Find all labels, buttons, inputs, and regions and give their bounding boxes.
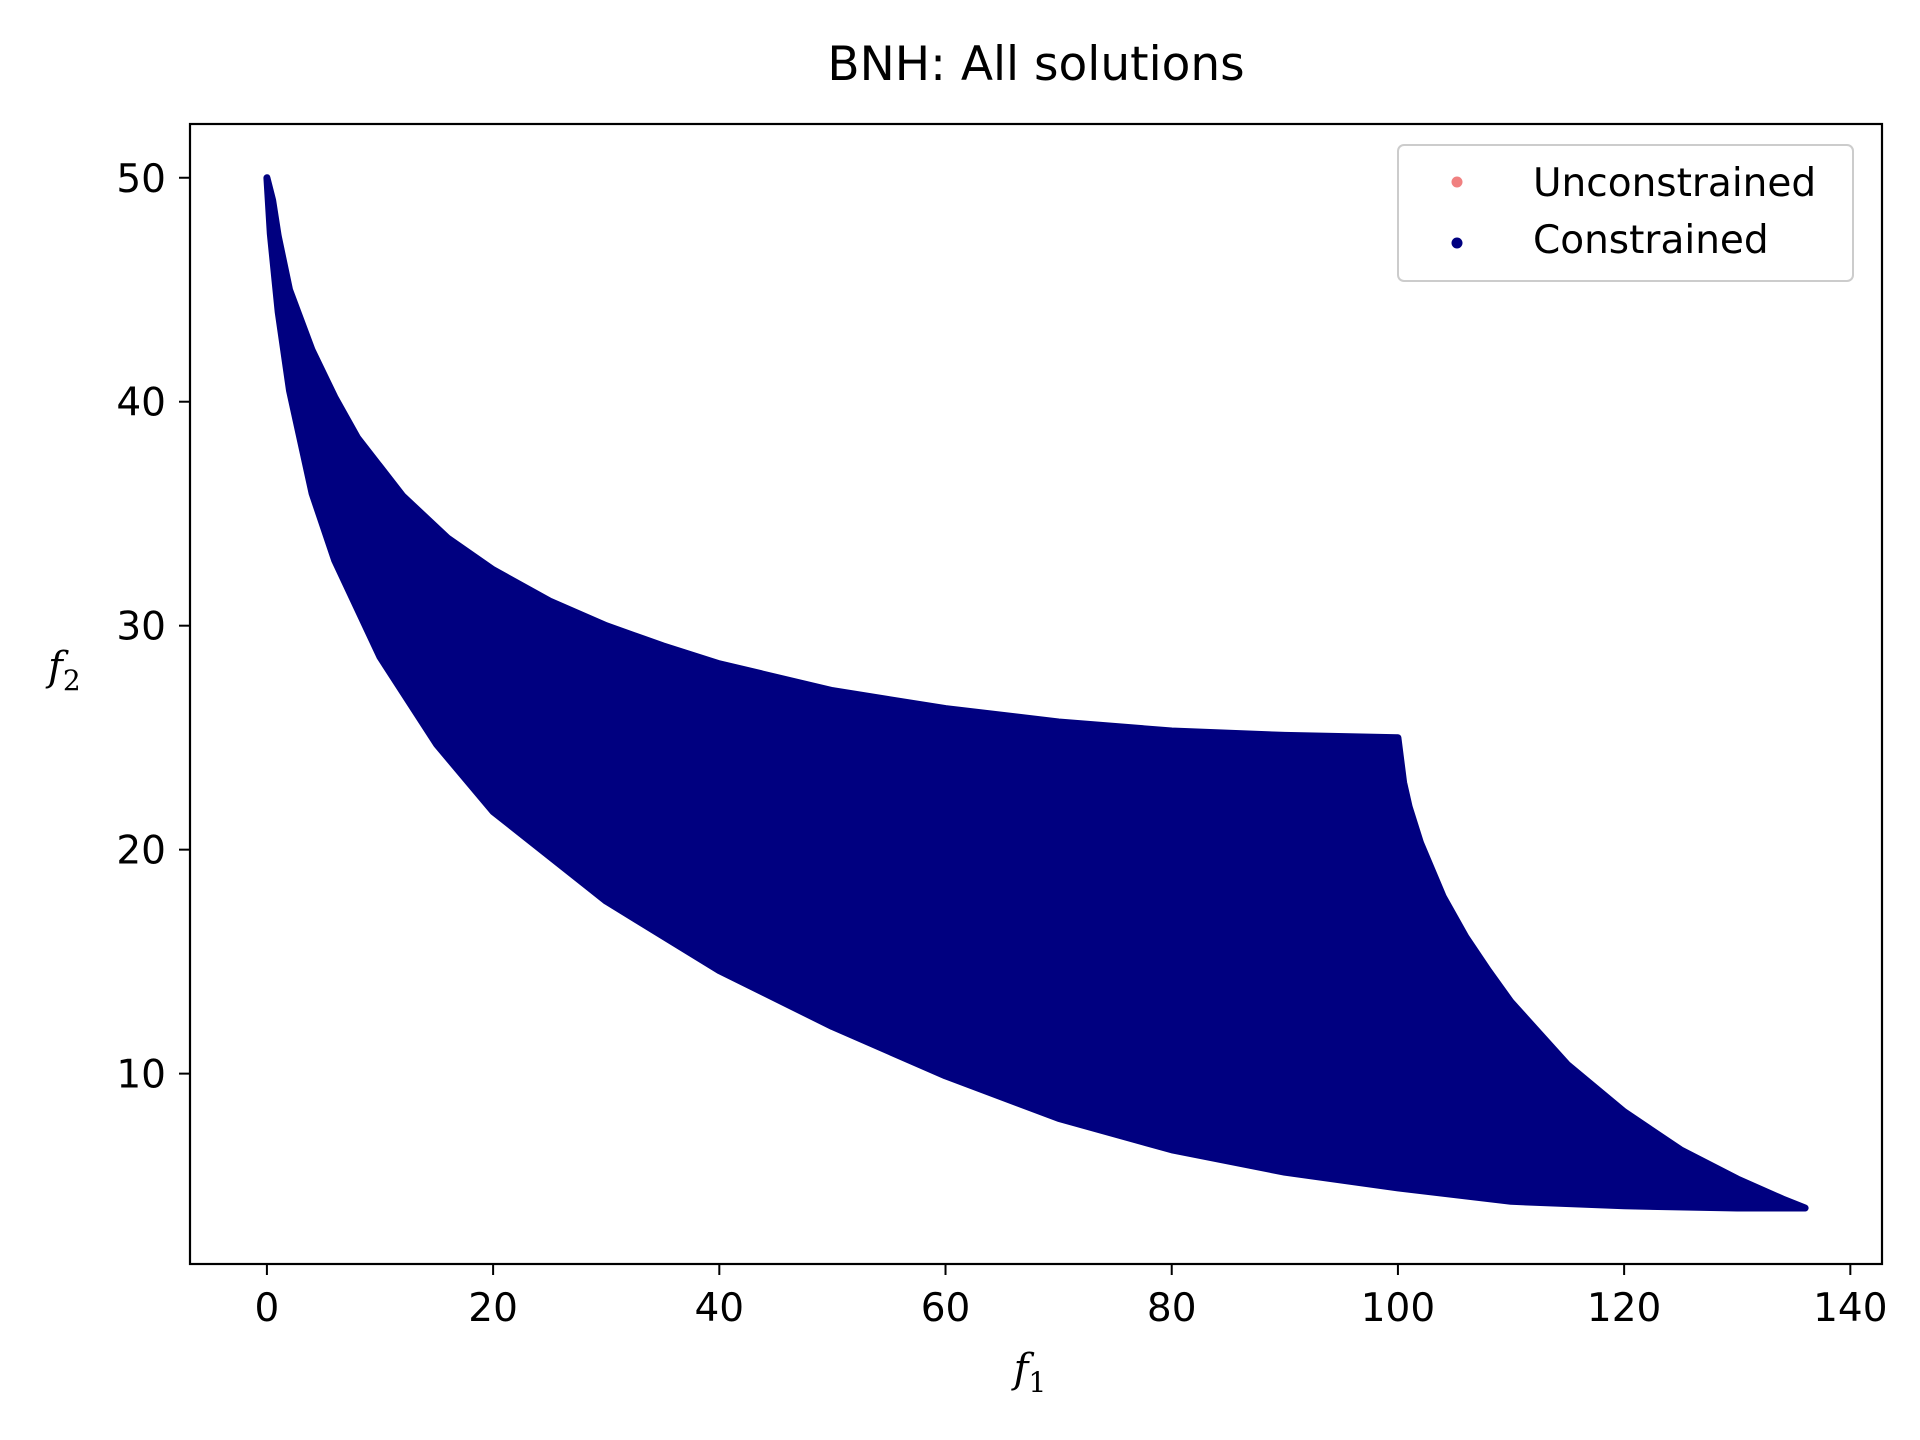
legend-marker-constrained xyxy=(1451,237,1463,249)
y-axis-label-subscript: 2 xyxy=(63,664,81,697)
legend-box xyxy=(1397,144,1854,282)
x-axis: 0 20 40 60 80 100 120 140 xyxy=(254,1264,1888,1331)
y-tick-label: 10 xyxy=(116,1053,166,1098)
legend-label-unconstrained: Unconstrained xyxy=(1533,161,1816,206)
legend: Unconstrained Constrained xyxy=(1397,144,1854,282)
x-tick-label: 120 xyxy=(1587,1286,1661,1331)
y-axis-label: f2 xyxy=(45,644,81,697)
x-tick-label: 40 xyxy=(694,1286,744,1331)
x-axis-label-subscript: 1 xyxy=(1028,1366,1046,1399)
plot-frame xyxy=(188,122,1884,1266)
y-tick-label: 20 xyxy=(116,829,166,874)
chart-title: BNH: All solutions xyxy=(827,37,1244,92)
y-tick-label: 40 xyxy=(116,381,166,426)
legend-label-constrained: Constrained xyxy=(1533,218,1769,263)
x-tick-label: 60 xyxy=(921,1286,971,1331)
plot-area xyxy=(263,174,1809,1212)
x-tick-label: 80 xyxy=(1147,1286,1197,1331)
x-tick-label: 140 xyxy=(1813,1286,1887,1331)
x-tick-label: 20 xyxy=(468,1286,518,1331)
legend-marker-unconstrained xyxy=(1451,176,1463,188)
y-tick-label: 50 xyxy=(116,157,166,202)
series-constrained-region xyxy=(263,174,1809,1212)
x-tick-label: 100 xyxy=(1361,1286,1435,1331)
x-tick-label: 0 xyxy=(254,1286,279,1331)
x-axis-label: f1 xyxy=(1011,1346,1047,1399)
y-tick-label: 30 xyxy=(116,605,166,650)
y-axis: 10 20 30 40 50 xyxy=(116,157,190,1098)
